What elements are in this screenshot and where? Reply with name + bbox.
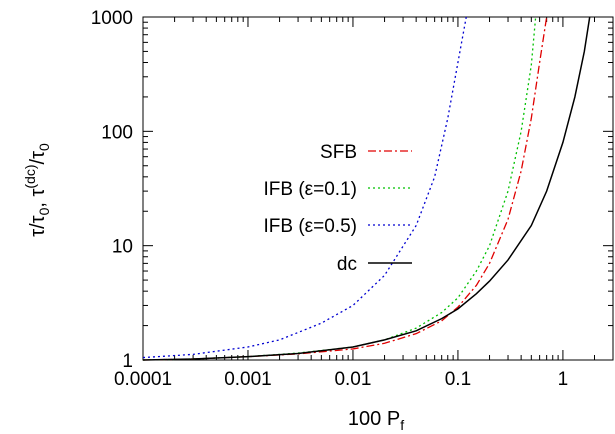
y-tick-label: 10 (112, 237, 133, 258)
legend-label: SFB (320, 142, 357, 163)
legend-label: IFB (ε=0.1) (264, 179, 357, 200)
y-tick-label: 100 (101, 122, 133, 143)
y-axis-label: τ/τ0, τ(dc)/τ0 (22, 143, 52, 237)
x-axis-label: 100 Pf (348, 408, 404, 433)
legend: SFB IFB (ε=0.1) IFB (ε=0.5) dc (264, 142, 412, 275)
legend-label: IFB (ε=0.5) (264, 216, 357, 237)
y-tick-label: 1 (122, 351, 133, 372)
x-tick-label: 1 (558, 369, 569, 390)
legend-label: dc (337, 254, 357, 275)
axis-ticks: 0.0001 0.001 0.01 0.1 1 1 10 100 1000 (91, 8, 613, 390)
x-tick-label: 0.001 (224, 369, 272, 390)
series-line-dc (142, 16, 591, 361)
x-tick-label: 0.01 (334, 369, 371, 390)
y-tick-label: 1000 (91, 8, 133, 29)
x-tick-label: 0.1 (445, 369, 471, 390)
series-line-ifb-0-5 (142, 16, 467, 359)
plot-frame (142, 16, 614, 361)
series-layer (142, 16, 591, 361)
x-tick-label: 0.0001 (114, 369, 172, 390)
